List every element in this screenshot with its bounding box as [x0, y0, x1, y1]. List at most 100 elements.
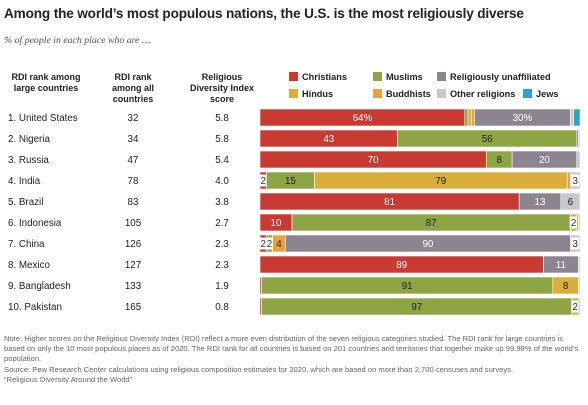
data-label: 8	[496, 155, 502, 166]
legend-label: Other religions	[450, 89, 516, 99]
bar-segment-hindus	[467, 108, 472, 127]
data-label: 64%	[353, 113, 373, 124]
data-label: 89	[396, 260, 407, 271]
legend-swatch	[289, 89, 298, 98]
chart-legend: Christians Muslims Religiously unaffiliate…	[289, 72, 588, 106]
bar-segment-other-religions	[560, 192, 581, 211]
legend-item-religiously-unaffiliated: Religiously unaffiliated	[437, 72, 551, 82]
country-label: 9. Bangladesh	[8, 281, 71, 292]
bar-segment-other-religions	[570, 108, 574, 127]
report-title: “Religious Diversity Around the World”	[4, 374, 133, 384]
data-label: 10	[271, 218, 282, 229]
legend-item-buddhists: Buddhists	[373, 89, 431, 99]
legend-label: Buddhists	[386, 89, 431, 99]
rdi-score: 2.7	[215, 218, 229, 229]
data-label: 87	[426, 218, 437, 229]
legend-label: Religiously unaffiliated	[450, 72, 551, 82]
data-label: 11	[556, 260, 566, 271]
country-label: 8. Mexico	[8, 260, 50, 271]
data-label: 3	[573, 239, 579, 250]
source-text: Source: Pew Research Center calculations…	[4, 364, 514, 374]
data-label: 30%	[513, 113, 533, 124]
legend-item-muslims: Muslims	[373, 72, 423, 82]
data-label: 2	[260, 239, 265, 250]
data-label: 2	[571, 218, 576, 229]
bar-segment-other-religions	[578, 255, 581, 274]
data-label: 6	[568, 197, 574, 208]
data-label: 43	[323, 134, 334, 145]
rdi-score: 5.8	[215, 134, 229, 145]
bar-segment-jews	[573, 108, 581, 127]
data-label: 79	[435, 176, 446, 187]
country-label: 2. Nigeria	[8, 134, 50, 145]
rdi-score: 1.9	[215, 281, 229, 292]
rdi-score: 3.8	[215, 197, 229, 208]
data-label: 56	[482, 134, 493, 145]
data-label: 2	[260, 176, 265, 187]
chart-notes: Note: Higher scores on the Religious Div…	[4, 334, 584, 385]
rdi-rank-all: 126	[125, 239, 142, 250]
rdi-rank-all: 47	[128, 155, 139, 166]
legend-item-jews: Jews	[523, 89, 558, 99]
rdi-score: 5.8	[215, 113, 229, 124]
rdi-rank-all: 165	[125, 302, 142, 313]
legend-swatch	[437, 89, 446, 98]
country-label: 3. Russia	[8, 155, 49, 166]
rdi-rank-all: 133	[125, 281, 142, 292]
rdi-score: 5.4	[215, 155, 229, 166]
rdi-score: 2.3	[215, 260, 229, 271]
legend-label: Hindus	[302, 89, 334, 99]
country-label: 10. Pakistan	[8, 302, 62, 313]
column-header-rank-large: RDI rank among large countries	[11, 72, 81, 93]
data-label-background	[571, 237, 580, 250]
data-label: 97	[411, 302, 422, 313]
data-label: 8	[563, 281, 569, 292]
chart-title: Among the world’s most populous nations,…	[4, 6, 524, 21]
data-label: 3	[572, 176, 578, 187]
legend-swatch	[373, 89, 382, 98]
rdi-score: 2.3	[215, 239, 229, 250]
bar-segment-other-religions	[578, 297, 581, 316]
data-label: 4	[276, 239, 282, 250]
rdi-rank-all: 83	[128, 197, 139, 208]
legend-swatch	[523, 89, 532, 98]
chart-subtitle: % of people in each place who are …	[4, 35, 151, 46]
rdi-rank-all: 78	[128, 176, 139, 187]
country-label: 4. India	[8, 176, 41, 187]
bar-segment-buddhists	[470, 108, 475, 127]
rdi-rank-all: 34	[128, 134, 139, 145]
data-label-background	[259, 174, 268, 187]
legend-item-christians: Christians	[289, 72, 347, 82]
bar-segment-other-religions	[578, 129, 581, 148]
legend-item-hindus: Hindus	[289, 89, 333, 99]
legend-label: Muslims	[386, 72, 423, 82]
bar-segment-other-religions	[578, 213, 581, 232]
bar-segment-other-religions	[578, 276, 581, 295]
data-label: 81	[384, 197, 395, 208]
bar-segment-buddhists	[566, 171, 571, 190]
data-label: 20	[539, 155, 550, 166]
data-label-background	[569, 216, 578, 229]
data-label-background	[265, 237, 274, 250]
legend-swatch	[437, 72, 446, 81]
bar-segment-other-religions	[576, 150, 581, 169]
data-label-background	[259, 237, 268, 250]
rdi-score: 4.0	[215, 176, 229, 187]
data-label: 2	[267, 239, 272, 250]
legend-item-other-religions: Other religions	[437, 89, 515, 99]
data-label: 2	[572, 302, 577, 313]
rdi-rank-all: 105	[125, 218, 142, 229]
data-label: 13	[535, 197, 546, 208]
legend-swatch	[373, 72, 382, 81]
legend-label: Jews	[536, 89, 559, 99]
country-label: 1. United States	[8, 113, 78, 124]
data-label: 90	[422, 239, 433, 250]
data-label: 15	[285, 176, 296, 187]
country-label: 5. Brazil	[8, 197, 43, 208]
bar-segment-muslims	[464, 108, 469, 127]
legend-swatch	[289, 72, 298, 81]
column-header-score: Religious Diversity Index score	[189, 72, 255, 104]
data-label-background	[571, 300, 580, 313]
legend-label: Christians	[302, 72, 347, 82]
